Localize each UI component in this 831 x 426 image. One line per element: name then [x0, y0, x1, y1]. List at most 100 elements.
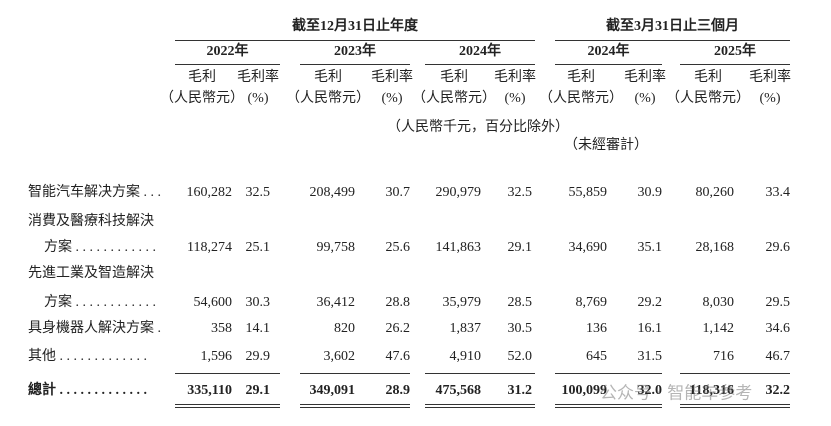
margin: 29.2	[637, 295, 663, 310]
column-header: （人民幣元）	[160, 91, 244, 106]
gross-profit: 28,168	[695, 240, 735, 255]
rule	[300, 373, 410, 374]
gross-profit: 118,274	[187, 240, 232, 255]
margin: 29.1	[245, 383, 271, 398]
column-header: （人民幣元）	[412, 91, 496, 106]
gross-profit: 35,979	[442, 295, 482, 310]
gross-profit: 820	[334, 321, 355, 336]
margin: 32.5	[245, 185, 271, 200]
rule	[680, 373, 790, 374]
margin: 29.1	[507, 240, 533, 255]
gross-profit: 160,282	[186, 185, 233, 200]
gross-profit: 645	[586, 349, 607, 364]
column-header: (%)	[504, 91, 526, 106]
margin: 25.6	[385, 240, 411, 255]
gross-profit: 358	[211, 321, 232, 336]
margin: 28.5	[507, 295, 533, 310]
rule	[300, 64, 410, 65]
rule	[555, 40, 790, 41]
gross-profit: 1,837	[449, 321, 482, 336]
row-label: 智能汽车解决方案 . . .	[28, 185, 161, 200]
row-label: 具身機器人解決方案 .	[28, 321, 161, 336]
gross-profit: 54,600	[193, 295, 233, 310]
row-label: 消費及醫療科技解決	[28, 214, 154, 229]
rule	[680, 407, 790, 408]
gross-profit: 118,316	[689, 383, 734, 398]
column-header: 毛利	[188, 70, 216, 85]
gross-profit: 55,859	[568, 185, 608, 200]
margin: 28.8	[385, 295, 411, 310]
margin: 30.9	[637, 185, 663, 200]
gross-profit: 3,602	[323, 349, 356, 364]
rule	[425, 373, 535, 374]
margin: 28.9	[385, 383, 411, 398]
row-label: 方案 . . . . . . . . . . . .	[44, 295, 156, 310]
margin: 47.6	[385, 349, 411, 364]
column-header: （人民幣元）	[286, 91, 370, 106]
margin: 30.3	[245, 295, 271, 310]
margin: 31.5	[637, 349, 663, 364]
gross-profit: 80,260	[695, 185, 735, 200]
column-header: （人民幣元）	[666, 91, 750, 106]
margin: 29.6	[765, 240, 791, 255]
gross-profit: 335,110	[187, 383, 232, 398]
gross-profit: 208,499	[309, 185, 356, 200]
gross-profit: 290,979	[435, 185, 482, 200]
margin: 32.5	[507, 185, 533, 200]
year-header: 2024年	[459, 44, 501, 59]
total-label: 總計 . . . . . . . . . . . . .	[28, 383, 147, 398]
audit-note: （未經審計）	[564, 138, 648, 153]
row-label: 方案 . . . . . . . . . . . .	[44, 240, 156, 255]
rule	[175, 407, 280, 408]
gross-profit: 36,412	[316, 295, 356, 310]
rule	[300, 404, 410, 405]
rule	[555, 373, 662, 374]
margin: 16.1	[637, 321, 663, 336]
margin: 52.0	[507, 349, 533, 364]
margin: 32.0	[637, 383, 663, 398]
column-header: 毛利率	[624, 70, 666, 85]
rule	[175, 40, 535, 41]
gross-profit: 716	[713, 349, 734, 364]
margin: 29.5	[765, 295, 791, 310]
year-header: 2025年	[714, 44, 756, 59]
column-header: 毛利率	[494, 70, 536, 85]
gross-profit: 34,690	[568, 240, 608, 255]
margin: 14.1	[245, 321, 271, 336]
margin: 46.7	[765, 349, 791, 364]
gross-profit: 1,596	[200, 349, 233, 364]
gross-profit: 100,099	[561, 383, 608, 398]
gross-profit: 4,910	[449, 349, 482, 364]
rule	[425, 404, 535, 405]
margin: 26.2	[385, 321, 411, 336]
rule	[555, 404, 662, 405]
margin: 35.1	[637, 240, 663, 255]
column-header: 毛利	[567, 70, 595, 85]
column-header: 毛利率	[749, 70, 791, 85]
margin: 30.7	[385, 185, 411, 200]
gross-profit: 475,568	[435, 383, 482, 398]
gross-profit: 349,091	[309, 383, 356, 398]
year-header: 2023年	[334, 44, 376, 59]
column-header: 毛利	[694, 70, 722, 85]
column-header: 毛利率	[237, 70, 279, 85]
gross-profit: 1,142	[702, 321, 735, 336]
rule	[425, 407, 535, 408]
gross-profit: 8,769	[575, 295, 608, 310]
margin: 31.2	[507, 383, 533, 398]
rule	[175, 64, 280, 65]
margin: 32.2	[765, 383, 791, 398]
group-header: 截至3月31日止三個月	[606, 19, 739, 34]
margin: 25.1	[245, 240, 271, 255]
column-header: (%)	[634, 91, 656, 106]
gross-profit: 99,758	[316, 240, 356, 255]
year-header: 2022年	[206, 44, 249, 59]
column-header: （人民幣元）	[539, 91, 623, 106]
column-header: 毛利	[440, 70, 468, 85]
rule	[680, 64, 790, 65]
year-header: 2024年	[587, 44, 630, 59]
column-header: 毛利率	[371, 70, 413, 85]
rule	[425, 64, 535, 65]
column-header: (%)	[381, 91, 403, 106]
